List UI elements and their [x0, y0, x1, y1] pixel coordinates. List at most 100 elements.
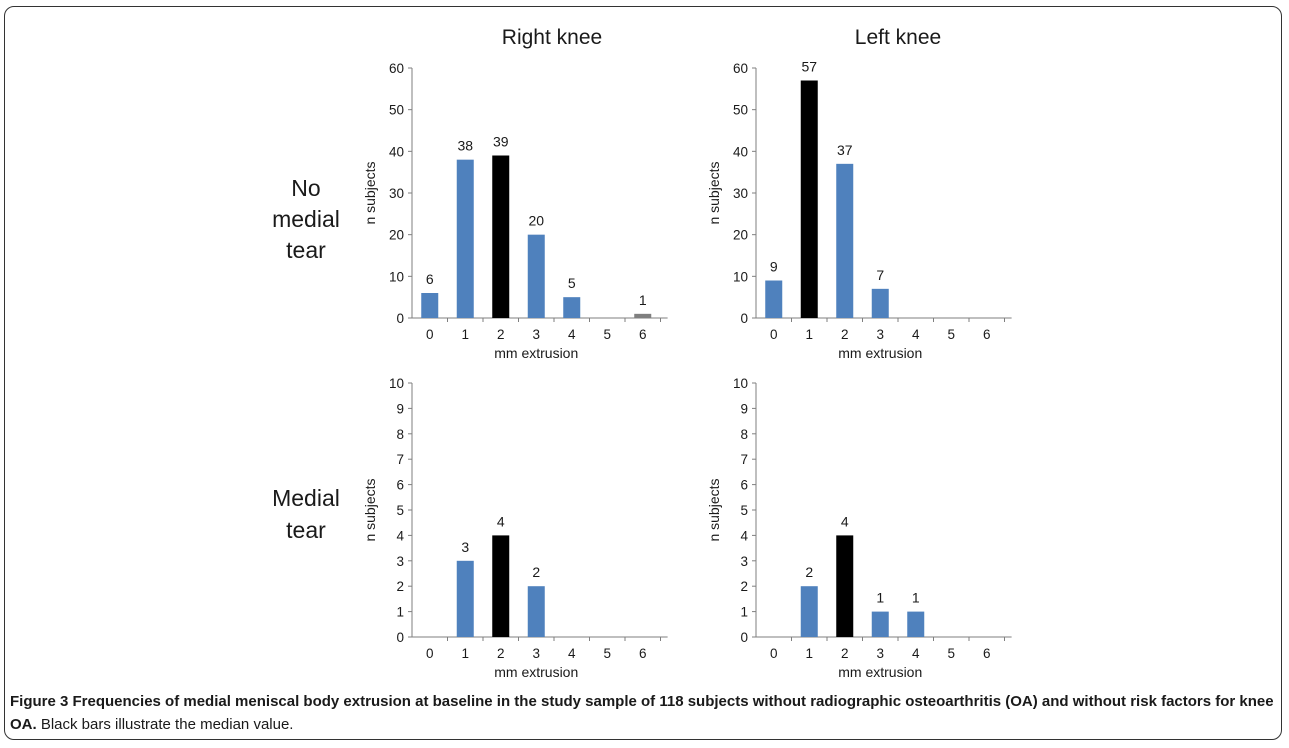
y-tick-label: 0	[396, 311, 404, 326]
row-label-medial-tear-line1: Medial	[272, 485, 340, 511]
data-label-2mm: 37	[837, 142, 853, 158]
y-tick-label: 40	[389, 144, 404, 159]
x-tick-label: 0	[770, 646, 778, 661]
y-tick-label: 3	[396, 554, 404, 569]
y-tick-label: 9	[396, 401, 404, 416]
figure-caption: Figure 3 Frequencies of medial meniscal …	[10, 690, 1275, 736]
y-tick-label: 2	[740, 579, 748, 594]
data-label-2mm: 39	[493, 134, 509, 150]
bar-6mm	[634, 313, 652, 318]
x-tick-label: 3	[876, 327, 884, 342]
y-tick-label: 8	[740, 427, 748, 442]
bar-2mm	[492, 535, 510, 637]
data-label-2mm: 4	[497, 513, 505, 529]
y-tick-label: 4	[740, 528, 748, 543]
column-title-right-knee: Right knee	[502, 26, 602, 49]
x-tick-label: 0	[426, 646, 434, 661]
y-tick-label: 60	[389, 61, 404, 76]
chart-no-medial-tear-left-knee: 0 10 20 30 40 50 60 9 0 57 1 37 2 7 3 4 5 6 mm extrusion n …	[706, 59, 1012, 361]
row-label-no-medial-tear-line2: medial	[272, 206, 340, 232]
y-tick-label: 0	[740, 630, 748, 645]
x-tick-label: 2	[497, 327, 505, 342]
y-tick-label: 2	[396, 579, 404, 594]
bar-4mm	[907, 611, 925, 637]
x-axis-title: mm extrusion	[838, 345, 922, 361]
y-tick-label: 10	[389, 376, 404, 391]
y-tick-label: 7	[740, 452, 748, 467]
y-tick-label: 20	[733, 228, 748, 243]
figure-panels: Right knee Left knee No medial tear Medi…	[272, 26, 1012, 680]
bar-3mm	[527, 586, 545, 637]
bar-2mm	[492, 155, 510, 318]
data-label-4mm: 5	[568, 275, 576, 291]
x-tick-label: 3	[532, 646, 540, 661]
y-axis-title: n subjects	[706, 478, 722, 541]
y-tick-label: 10	[733, 376, 748, 391]
x-tick-label: 6	[639, 646, 647, 661]
x-tick-label: 2	[841, 646, 849, 661]
bar-1mm	[800, 80, 818, 318]
y-tick-label: 50	[733, 103, 748, 118]
x-tick-label: 6	[983, 327, 991, 342]
x-tick-label: 5	[947, 327, 955, 342]
x-tick-label: 4	[912, 646, 920, 661]
data-label-0mm: 6	[426, 271, 434, 287]
bar-3mm	[871, 288, 889, 318]
row-label-no-medial-tear-line1: No	[291, 175, 320, 201]
x-axis-title: mm extrusion	[494, 664, 578, 680]
column-title-left-knee: Left knee	[855, 26, 941, 49]
data-label-0mm: 9	[770, 259, 778, 275]
y-tick-label: 60	[733, 61, 748, 76]
bar-1mm	[456, 560, 474, 637]
y-tick-label: 9	[740, 401, 748, 416]
y-tick-label: 4	[396, 528, 404, 543]
x-tick-label: 2	[841, 327, 849, 342]
figure-frame	[4, 6, 1282, 740]
row-label-medial-tear-line2: tear	[286, 517, 326, 543]
data-label-1mm: 57	[801, 59, 817, 75]
y-tick-label: 5	[396, 503, 404, 518]
y-tick-label: 0	[396, 630, 404, 645]
y-tick-label: 50	[389, 103, 404, 118]
y-axis-title: n subjects	[362, 478, 378, 541]
x-tick-label: 2	[497, 646, 505, 661]
x-tick-label: 3	[532, 327, 540, 342]
y-tick-label: 6	[740, 478, 748, 493]
x-tick-label: 1	[461, 327, 469, 342]
row-label-no-medial-tear-line3: tear	[286, 237, 326, 263]
x-tick-label: 6	[639, 327, 647, 342]
y-tick-label: 10	[389, 269, 404, 284]
y-axis-title: n subjects	[362, 161, 378, 224]
data-label-2mm: 4	[841, 513, 849, 529]
x-tick-label: 4	[568, 327, 576, 342]
y-tick-label: 8	[396, 427, 404, 442]
y-tick-label: 30	[733, 186, 748, 201]
x-tick-label: 4	[568, 646, 576, 661]
x-tick-label: 6	[983, 646, 991, 661]
y-axis-title: n subjects	[706, 161, 722, 224]
bar-0mm	[765, 280, 783, 318]
y-tick-label: 20	[389, 228, 404, 243]
x-tick-label: 1	[805, 646, 813, 661]
y-tick-label: 1	[396, 605, 404, 620]
y-tick-label: 7	[396, 452, 404, 467]
bar-2mm	[836, 535, 854, 637]
y-tick-label: 0	[740, 311, 748, 326]
data-label-1mm: 38	[457, 138, 473, 154]
data-label-3mm: 20	[528, 213, 544, 229]
caption-bold-text: Figure 3 Frequencies of medial meniscal …	[10, 693, 1274, 733]
data-label-6mm: 1	[639, 292, 647, 308]
y-tick-label: 1	[740, 605, 748, 620]
data-label-3mm: 1	[876, 590, 884, 606]
x-axis-title: mm extrusion	[838, 664, 922, 680]
y-tick-label: 3	[740, 554, 748, 569]
bar-1mm	[456, 159, 474, 318]
data-label-1mm: 2	[805, 564, 813, 580]
x-tick-label: 1	[461, 646, 469, 661]
data-label-3mm: 2	[532, 564, 540, 580]
caption-normal-text: Black bars illustrate the median value.	[36, 716, 294, 733]
bar-4mm	[563, 297, 581, 318]
x-tick-label: 0	[770, 327, 778, 342]
x-tick-label: 4	[912, 327, 920, 342]
